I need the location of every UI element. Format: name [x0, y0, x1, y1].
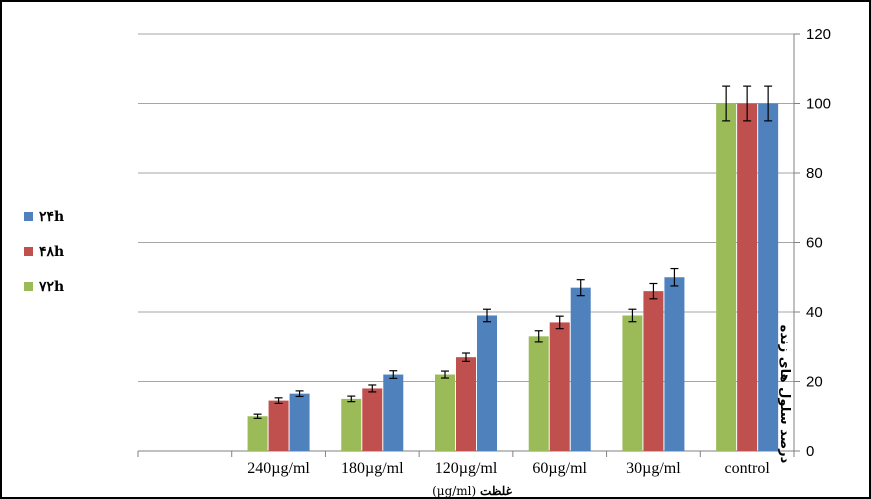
- bar: [622, 315, 643, 451]
- bar: [289, 393, 310, 451]
- legend-item-72h: ۷۲h: [24, 278, 64, 295]
- y-axis-label: درصد سلول های زنده: [777, 324, 792, 464]
- x-axis-label: (µg/ml) غلظت: [382, 484, 562, 498]
- bar: [716, 103, 737, 451]
- legend: ۲۴h ۴۸h ۷۲h: [24, 208, 64, 313]
- bar: [477, 315, 497, 451]
- x-tick-label: 30µg/ml: [626, 460, 681, 477]
- bar: [268, 400, 289, 451]
- legend-label-48h: ۴۸h: [39, 243, 65, 260]
- bar: [528, 336, 549, 451]
- bar: [362, 388, 383, 451]
- x-tick-label: 60µg/ml: [532, 460, 587, 477]
- y-tick-label: 20: [806, 374, 823, 391]
- x-tick-label: 180µg/ml: [341, 460, 404, 477]
- x-tick-label: 120µg/ml: [435, 460, 498, 477]
- bar: [643, 291, 664, 451]
- bar: [737, 103, 758, 451]
- bar: [435, 374, 455, 451]
- legend-label-72h: ۷۲h: [39, 278, 65, 295]
- legend-item-48h: ۴۸h: [24, 243, 64, 260]
- bar: [341, 398, 362, 451]
- bar: [549, 322, 570, 451]
- x-tick-label: 240µg/ml: [247, 460, 310, 477]
- x-axis-label-unit: (µg/ml): [432, 484, 477, 498]
- y-tick-label: 40: [806, 304, 823, 321]
- y-tick-label: 120: [806, 26, 831, 43]
- y-tick-label: 60: [806, 235, 823, 252]
- y-tick-label: 100: [806, 96, 831, 113]
- bar: [247, 416, 268, 451]
- legend-item-24h: ۲۴h: [24, 208, 64, 225]
- bar: [570, 287, 591, 451]
- legend-swatch-48h: [24, 247, 33, 256]
- bar: [758, 103, 779, 451]
- y-tick-label: 0: [806, 443, 814, 460]
- bar: [456, 357, 476, 451]
- x-tick-label: control: [724, 460, 770, 477]
- legend-swatch-24h: [24, 212, 33, 221]
- y-tick-label: 80: [806, 165, 823, 182]
- bar: [664, 277, 685, 451]
- legend-label-24h: ۲۴h: [39, 208, 65, 225]
- legend-swatch-72h: [24, 282, 33, 291]
- bar: [383, 374, 404, 451]
- x-axis-label-text: غلظت: [480, 484, 512, 498]
